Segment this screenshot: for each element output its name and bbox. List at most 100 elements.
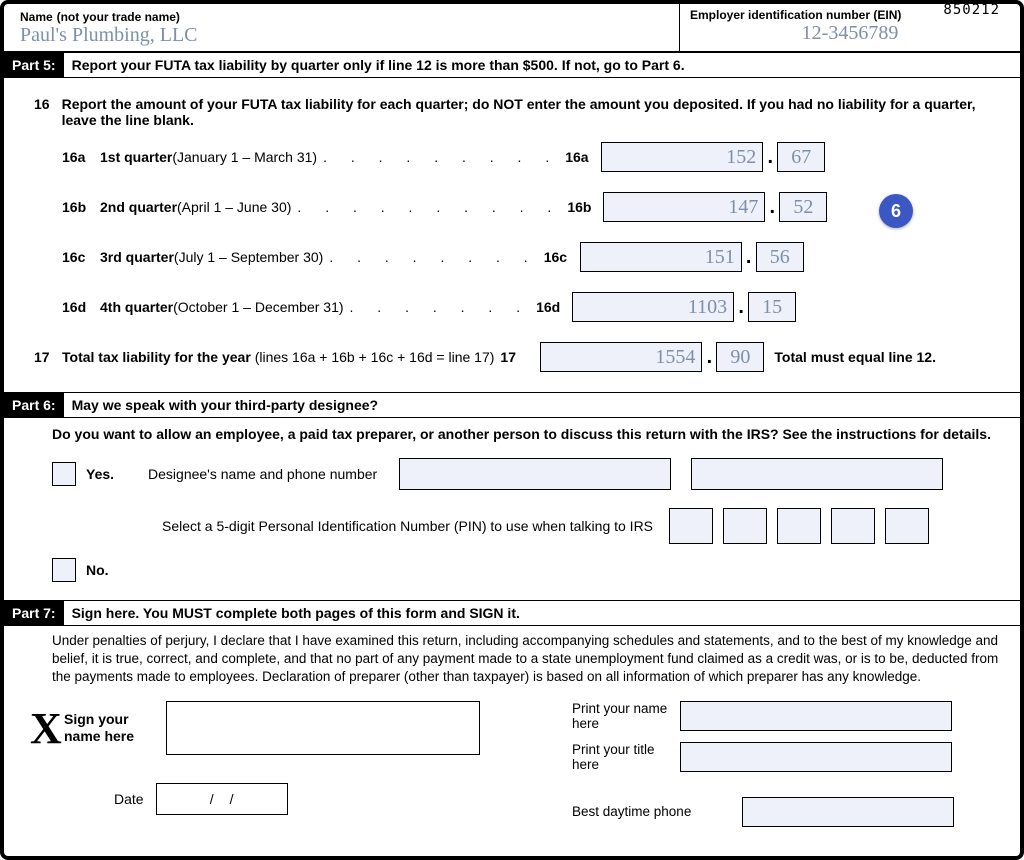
- date-input[interactable]: / /: [156, 783, 288, 815]
- line17-text-plain: (lines 16a + 16b + 16c + 16d = line 17): [255, 349, 495, 365]
- line17-mid: 17: [500, 349, 530, 365]
- decimal-dot: .: [734, 296, 748, 319]
- line17-tail: Total must equal line 12.: [774, 349, 936, 365]
- pin-boxes: [669, 508, 929, 544]
- name-value: Paul's Plumbing, LLC: [20, 24, 669, 47]
- decimal-dot: .: [765, 196, 779, 219]
- part5-title: Report your FUTA tax liability by quarte…: [64, 53, 693, 77]
- line17-dollars[interactable]: 1554: [540, 342, 702, 372]
- pin-digit-1[interactable]: [669, 508, 713, 544]
- decimal-dot: .: [702, 346, 716, 369]
- quarter-row: 16d4th quarter (October 1 – December 31)…: [62, 292, 1002, 322]
- designee-phone-input[interactable]: [691, 458, 943, 490]
- quarter-sub: 16b: [62, 199, 100, 215]
- no-label: No.: [86, 562, 109, 578]
- signature-input[interactable]: [166, 701, 480, 755]
- date-sep-2: /: [230, 791, 234, 807]
- designee-name-input[interactable]: [399, 458, 671, 490]
- pin-digit-3[interactable]: [777, 508, 821, 544]
- date-sep-1: /: [210, 791, 214, 807]
- designee-label: Designee's name and phone number: [148, 466, 377, 482]
- part7-body: Under penalties of perjury, I declare th…: [4, 626, 1020, 843]
- quarter-sub: 16d: [62, 299, 100, 315]
- quarter-row: 16b2nd quarter (April 1 – June 30). . . …: [62, 192, 1002, 222]
- date-block: Date / /: [114, 783, 562, 815]
- pin-digit-5[interactable]: [885, 508, 929, 544]
- quarter-cents[interactable]: 56: [756, 242, 804, 272]
- print-name-input[interactable]: [680, 701, 952, 731]
- line17-cents[interactable]: 90: [716, 342, 764, 372]
- quarter-mid: 16d: [536, 299, 572, 315]
- quarter-row: 16c3rd quarter (July 1 – September 30). …: [62, 242, 1002, 272]
- phone-input[interactable]: [742, 797, 954, 827]
- yes-row: Yes. Designee's name and phone number: [52, 458, 1002, 490]
- signature-right: Print your name here Print your title he…: [572, 701, 1002, 837]
- line17-valuebox: 1554 . 90: [540, 342, 764, 372]
- quarter-dollars[interactable]: 147: [603, 192, 765, 222]
- quarter-paren: (January 1 – March 31): [172, 149, 317, 165]
- name-cell: Name (not your trade name) Paul's Plumbi…: [4, 4, 680, 51]
- quarter-label: 3rd quarter: [100, 249, 174, 265]
- part5-bar: Part 5: Report your FUTA tax liability b…: [4, 52, 1020, 78]
- part5-label: Part 5:: [4, 53, 64, 77]
- line17-text-bold: Total tax liability for the year: [62, 349, 251, 365]
- part7-bar: Part 7: Sign here. You MUST complete bot…: [4, 600, 1020, 626]
- quarter-dollars[interactable]: 152: [601, 142, 763, 172]
- pin-label: Select a 5-digit Personal Identification…: [162, 518, 653, 534]
- quarter-label: 1st quarter: [100, 149, 172, 165]
- pin-digit-4[interactable]: [831, 508, 875, 544]
- signature-grid: X Sign your name here Date / / Print you…: [52, 701, 1002, 837]
- phone-label: Best daytime phone: [572, 804, 732, 820]
- sign-mark: X: [30, 703, 62, 754]
- leader-dots: . . . . . . . . . .: [291, 199, 567, 215]
- yes-label: Yes.: [86, 466, 114, 482]
- annotation-badge-6: 6: [879, 194, 913, 228]
- name-label: Name (not your trade name): [20, 8, 669, 24]
- leader-dots: . . . . . . . .: [323, 249, 543, 265]
- phone-row: Best daytime phone: [572, 797, 1002, 827]
- quarter-label: 2nd quarter: [100, 199, 177, 215]
- leader-dots: . . . . . . . . .: [317, 149, 565, 165]
- quarter-valuebox: 147.52: [603, 192, 827, 222]
- quarter-sub: 16c: [62, 249, 100, 265]
- line16-num: 16: [34, 96, 50, 128]
- quarter-dollars[interactable]: 1103: [572, 292, 734, 322]
- print-name-label: Print your name here: [572, 701, 670, 732]
- part6-label: Part 6:: [4, 393, 64, 417]
- quarter-label: 4th quarter: [100, 299, 173, 315]
- part6-title: May we speak with your third-party desig…: [64, 393, 387, 417]
- no-row: No.: [52, 558, 1002, 582]
- decimal-dot: .: [763, 146, 777, 169]
- yes-checkbox[interactable]: [52, 462, 76, 486]
- no-checkbox[interactable]: [52, 558, 76, 582]
- quarter-row: 16a1st quarter (January 1 – March 31). .…: [62, 142, 1002, 172]
- pin-row: Select a 5-digit Personal Identification…: [162, 508, 1002, 544]
- sign-label: Sign your name here: [64, 711, 158, 745]
- print-title-label: Print your title here: [572, 742, 670, 773]
- quarter-sub: 16a: [62, 149, 100, 165]
- quarter-dollars[interactable]: 151: [580, 242, 742, 272]
- ein-value: 12-3456789: [690, 22, 1010, 45]
- quarter-mid: 16b: [567, 199, 603, 215]
- header-row: Name (not your trade name) Paul's Plumbi…: [4, 4, 1020, 52]
- barcode-text: 850212: [943, 2, 1000, 18]
- part7-title: Sign here. You MUST complete both pages …: [64, 601, 528, 625]
- quarter-valuebox: 1103.15: [572, 292, 796, 322]
- pin-digit-2[interactable]: [723, 508, 767, 544]
- part6-bar: Part 6: May we speak with your third-par…: [4, 392, 1020, 418]
- leader-dots: . . . . . . .: [344, 299, 537, 315]
- date-label: Date: [114, 791, 144, 807]
- quarter-valuebox: 151.56: [580, 242, 804, 272]
- decimal-dot: .: [742, 246, 756, 269]
- quarter-mid: 16a: [565, 149, 601, 165]
- quarter-paren: (July 1 – September 30): [174, 249, 323, 265]
- print-title-input[interactable]: [680, 742, 952, 772]
- part6-body: Do you want to allow an employee, a paid…: [4, 418, 1020, 600]
- quarter-cents[interactable]: 52: [779, 192, 827, 222]
- line17-row: 17 Total tax liability for the year (lin…: [34, 342, 1002, 372]
- line16-text: Report the amount of your FUTA tax liabi…: [62, 96, 1002, 128]
- signature-left: X Sign your name here Date / /: [52, 701, 562, 837]
- quarter-cents[interactable]: 67: [777, 142, 825, 172]
- quarter-cents[interactable]: 15: [748, 292, 796, 322]
- quarter-valuebox: 152.67: [601, 142, 825, 172]
